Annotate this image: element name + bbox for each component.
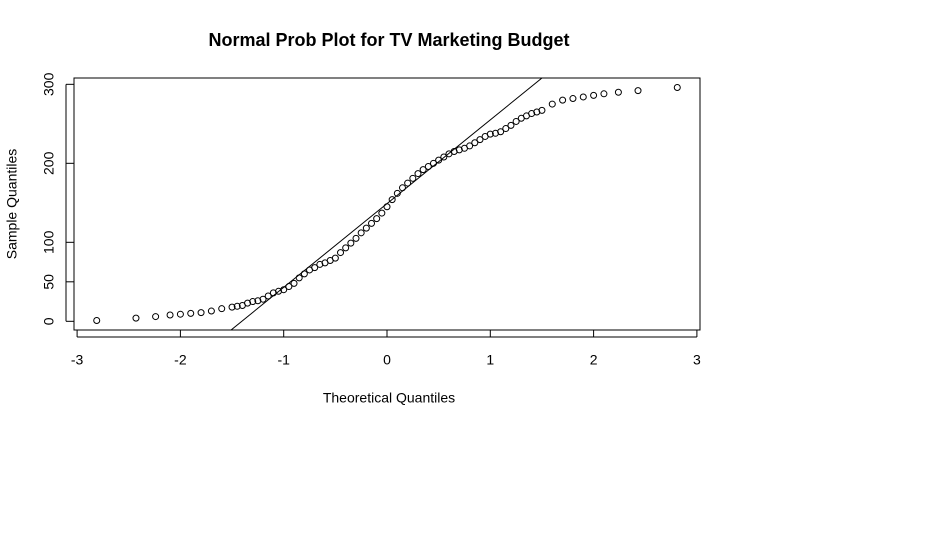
point [424, 162, 432, 170]
point [419, 166, 427, 174]
point [383, 203, 391, 211]
y-tick-label: 300 [41, 72, 57, 96]
point [362, 224, 370, 232]
point [435, 156, 443, 164]
point [197, 309, 205, 317]
point [311, 264, 319, 272]
point [347, 239, 355, 247]
point [264, 292, 272, 300]
point [476, 136, 484, 144]
point [634, 87, 642, 95]
x-tick-label: 1 [486, 352, 494, 368]
point [280, 286, 288, 294]
point [132, 314, 140, 322]
point [590, 91, 598, 99]
point [152, 313, 160, 321]
x-tick-label: -2 [174, 352, 187, 368]
point [228, 303, 236, 311]
point [378, 209, 386, 217]
point [337, 249, 345, 257]
point [673, 83, 681, 91]
point [414, 170, 422, 178]
x-tick-label: 0 [383, 352, 391, 368]
y-tick-label: 0 [41, 317, 57, 325]
point [176, 310, 184, 318]
point [166, 311, 174, 319]
point [388, 196, 396, 204]
point [218, 305, 226, 313]
point [207, 307, 215, 315]
point [502, 125, 510, 133]
point [507, 121, 515, 129]
point [538, 106, 546, 114]
point [233, 302, 241, 310]
y-tick-label: 200 [41, 151, 57, 175]
point [497, 128, 505, 136]
chart-title: Normal Prob Plot for TV Marketing Budget [208, 30, 569, 50]
point [398, 184, 406, 192]
y-axis-label: Sample Quantiles [4, 149, 20, 260]
point [187, 309, 195, 317]
point [368, 219, 376, 227]
point [93, 317, 101, 325]
point [404, 179, 412, 187]
point [486, 130, 494, 138]
x-tick-label: -3 [71, 352, 84, 368]
point [548, 100, 556, 108]
point [331, 254, 339, 262]
point [569, 95, 577, 103]
point [429, 159, 437, 167]
point [373, 215, 381, 223]
x-axis-label: Theoretical Quantiles [323, 390, 455, 406]
point [614, 88, 622, 96]
point [600, 90, 608, 98]
point [579, 93, 587, 101]
point [259, 295, 267, 303]
point [559, 96, 567, 104]
x-tick-label: -1 [277, 352, 290, 368]
point [409, 174, 417, 182]
y-tick-label: 100 [41, 230, 57, 254]
point [249, 298, 257, 306]
y-tick-label: 50 [41, 274, 57, 290]
point [357, 229, 365, 237]
point [440, 153, 448, 161]
point [512, 117, 520, 125]
point [295, 274, 303, 282]
point [300, 270, 308, 278]
x-tick-label: 2 [590, 352, 598, 368]
x-tick-label: 3 [693, 352, 701, 368]
point [285, 283, 293, 291]
point [471, 139, 479, 147]
point [352, 234, 360, 242]
point [393, 189, 401, 197]
point [466, 142, 474, 150]
point [342, 244, 350, 252]
point [290, 279, 298, 287]
